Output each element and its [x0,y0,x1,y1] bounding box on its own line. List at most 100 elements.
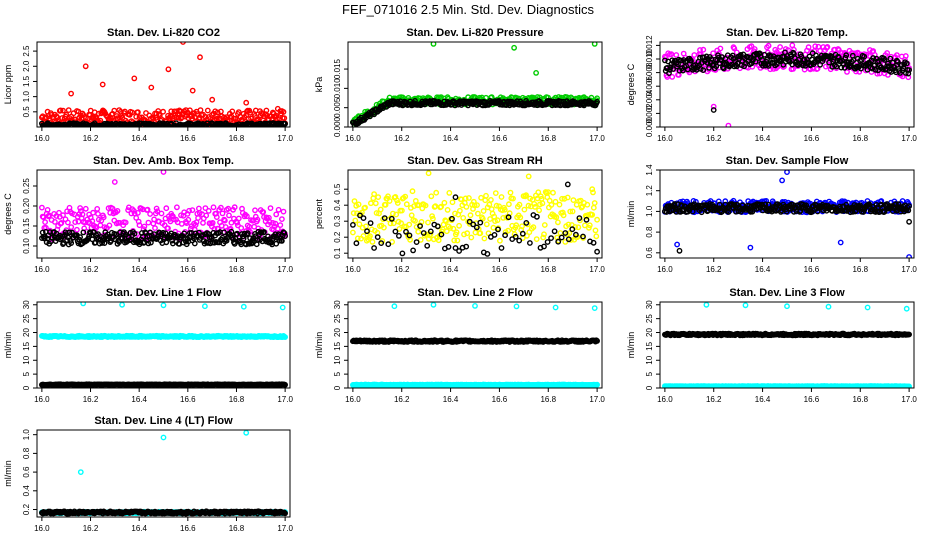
points-pressure [349,42,600,127]
chart-title: Stan. Dev. Li-820 Temp. [726,27,848,39]
data-point [814,65,821,72]
data-point [231,204,238,211]
x-tick-label: 17.0 [277,265,293,274]
y-tick-label: 25 [22,314,31,323]
data-point [52,218,58,225]
x-tick-label: 17.0 [589,265,605,274]
data-point [99,81,106,88]
data-point [717,45,724,52]
chart-title: Stan. Dev. Li-820 CO2 [107,27,220,39]
data-point [843,52,850,59]
data-point [254,236,261,243]
data-point [148,84,155,91]
data-point [354,235,361,242]
x-tick-label: 16.6 [180,395,196,404]
y-tick-label: 0.006 [645,76,654,97]
x-tick-label: 16.2 [394,134,410,143]
data-point [565,236,572,243]
data-point [186,207,193,214]
data-point [663,209,670,215]
data-point [541,222,548,228]
data-point [505,201,512,208]
data-point [252,207,258,214]
data-point [836,47,842,53]
data-point [486,201,493,208]
chart-title: Stan. Dev. Li-820 Pressure [406,27,543,39]
data-point [136,222,143,229]
data-point [452,245,459,251]
data-point [553,214,560,221]
data-point [881,208,888,215]
x-tick-label: 16.6 [804,134,820,143]
data-point [93,224,100,231]
data-point [467,212,474,219]
data-point [902,53,909,59]
data-point [839,50,845,56]
data-point [363,223,369,230]
x-tick-label: 16.4 [755,265,771,274]
data-point [168,108,175,115]
data-point [725,208,732,215]
data-point [494,217,501,224]
chart-title: Stan. Dev. Sample Flow [726,155,849,167]
data-point [438,231,445,238]
data-point [725,122,732,127]
chart-title: Stan. Dev. Line 2 Flow [417,287,533,299]
data-point [488,206,495,213]
data-point [422,202,429,209]
x-tick-label: 16.4 [131,265,147,274]
x-tick-label: 17.0 [589,134,605,143]
data-point [872,66,879,73]
data-point [511,44,517,51]
data-point [378,240,385,247]
data-point [558,234,565,241]
data-point [44,206,51,213]
data-point [427,231,434,238]
data-point [281,230,288,236]
y-axis-label: kPa [314,77,324,93]
data-point [484,250,491,257]
data-point [906,203,912,210]
data-point [477,219,484,226]
data-point [444,206,451,213]
x-tick-label: 16.2 [83,134,99,143]
data-point [495,226,501,233]
y-tick-label: 0.000 [645,116,654,137]
data-point [227,225,234,232]
x-tick-label: 16.8 [540,265,556,274]
chart-title: Stan. Dev. Gas Stream RH [407,155,543,167]
data-point [556,201,563,208]
data-point [395,232,402,239]
data-point [822,63,829,70]
data-point [228,219,235,226]
data-point [66,229,73,236]
data-point [673,52,680,58]
data-point [406,232,413,239]
y-tick-label: 25 [333,314,342,323]
data-point [552,198,559,205]
x-tick-label: 16.0 [657,265,673,274]
data-point [219,210,226,217]
y-tick-label: 1.2 [645,185,654,197]
plot-frame [347,169,603,259]
x-tick-label: 16.4 [443,134,459,143]
y-tick-label: 0.4 [333,199,342,211]
data-point [468,234,475,241]
data-point [861,53,868,60]
data-point [456,207,463,214]
data-point [452,194,459,201]
data-point [94,205,101,212]
data-point [391,303,398,310]
y-tick-label: 1.4 [645,164,654,176]
data-point [525,173,532,180]
data-point [559,209,566,216]
data-point [765,42,772,49]
data-point [523,192,529,199]
data-point [555,219,561,226]
data-point [478,194,484,201]
data-point [417,223,423,230]
data-point [487,196,494,203]
